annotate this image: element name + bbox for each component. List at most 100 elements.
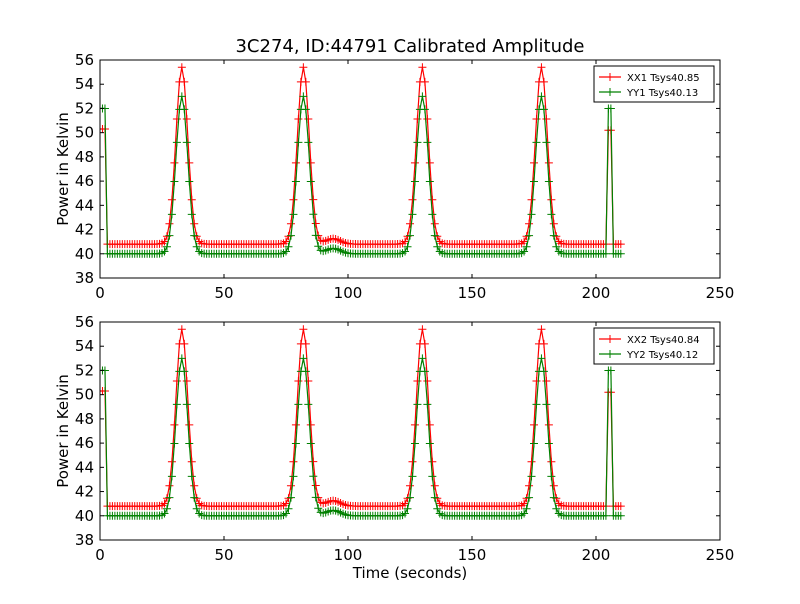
- top-legend-box: [593, 65, 715, 103]
- top-legend-marker-1: [606, 73, 614, 81]
- top-y-tick-label: 46: [75, 172, 94, 190]
- data-point: [525, 493, 534, 502]
- data-point: [408, 457, 417, 466]
- data-point: [170, 439, 179, 448]
- data-point: [286, 231, 295, 240]
- data-point: [425, 439, 434, 448]
- bottom-x-tick-label: 50: [214, 546, 233, 564]
- data-point: [160, 237, 169, 246]
- data-point: [413, 400, 422, 409]
- data-point: [410, 158, 419, 167]
- data-point: [306, 158, 315, 167]
- data-point: [282, 499, 290, 508]
- data-point: [413, 114, 422, 123]
- data-point: [428, 195, 437, 204]
- data-point: [408, 195, 417, 204]
- data-point: [182, 400, 191, 409]
- bottom-y-tick-label: 54: [75, 337, 94, 355]
- top-y-tick-label: 52: [75, 99, 94, 117]
- data-point: [537, 63, 546, 72]
- data-point: [525, 219, 534, 228]
- data-point: [309, 472, 318, 481]
- data-point: [190, 219, 199, 228]
- bottom-x-tick-label: 200: [582, 546, 611, 564]
- data-point: [520, 237, 529, 246]
- data-point: [423, 400, 432, 409]
- data-point: [180, 367, 189, 376]
- data-point: [286, 493, 295, 502]
- data-point: [311, 231, 320, 240]
- data-point: [420, 367, 429, 376]
- data-point: [177, 354, 186, 363]
- data-point: [172, 114, 181, 123]
- data-point: [430, 493, 439, 502]
- data-point: [167, 472, 176, 481]
- data-point: [177, 92, 186, 101]
- data-point: [187, 210, 196, 219]
- data-point: [311, 219, 320, 228]
- data-point: [606, 104, 615, 113]
- data-point: [530, 177, 538, 186]
- data-point: [433, 242, 442, 251]
- data-point: [304, 376, 313, 385]
- data-point: [182, 138, 191, 147]
- data-point: [403, 242, 412, 251]
- data-point: [177, 63, 186, 72]
- top-y-axis-label: Power in Kelvin: [54, 112, 72, 226]
- data-point: [185, 420, 194, 429]
- data-point: [289, 210, 298, 219]
- data-point: [172, 138, 181, 147]
- data-point: [522, 504, 531, 513]
- data-point: [547, 195, 556, 204]
- data-point: [418, 354, 427, 363]
- bottom-y-tick-label: 44: [75, 458, 94, 476]
- bottom-legend-marker-1: [606, 335, 614, 343]
- data-point: [406, 493, 414, 502]
- data-point: [160, 247, 169, 256]
- data-point: [165, 219, 174, 228]
- data-point: [532, 138, 541, 147]
- data-point: [286, 481, 295, 490]
- top-x-tick-label: 200: [582, 284, 611, 302]
- bottom-x-tick-label: 0: [95, 546, 105, 564]
- data-point: [425, 420, 434, 429]
- data-point: [289, 195, 298, 204]
- data-point: [601, 249, 610, 258]
- data-point: [606, 366, 615, 375]
- data-point: [177, 325, 186, 334]
- data-point: [530, 420, 538, 429]
- data-point: [418, 63, 427, 72]
- data-point: [552, 242, 561, 251]
- data-point: [170, 177, 179, 186]
- bottom-legend-label-1: XX2 Tsys40.84: [627, 335, 700, 346]
- data-point: [282, 247, 290, 256]
- data-point: [160, 509, 169, 518]
- data-point: [406, 231, 414, 240]
- bottom-axes-frame: [99, 321, 721, 541]
- bottom-y-tick-label: 42: [75, 483, 94, 501]
- data-point: [406, 219, 414, 228]
- data-point: [299, 63, 308, 72]
- data-point: [537, 325, 546, 334]
- top-y-tick-label: 40: [75, 245, 94, 263]
- top-series-markers-2: [100, 92, 625, 258]
- data-point: [430, 481, 439, 490]
- data-point: [309, 457, 318, 466]
- data-point: [165, 493, 174, 502]
- bottom-series-markers-2: [100, 354, 625, 520]
- data-point: [547, 472, 556, 481]
- data-point: [294, 376, 303, 385]
- data-point: [616, 502, 625, 511]
- data-point: [542, 400, 551, 409]
- data-point: [284, 504, 293, 513]
- data-point: [539, 339, 548, 348]
- data-point: [185, 177, 194, 186]
- data-point: [182, 376, 191, 385]
- data-point: [190, 481, 199, 490]
- data-point: [549, 493, 558, 502]
- data-point: [547, 457, 556, 466]
- data-point: [408, 472, 417, 481]
- data-point: [532, 114, 541, 123]
- data-point: [301, 77, 310, 86]
